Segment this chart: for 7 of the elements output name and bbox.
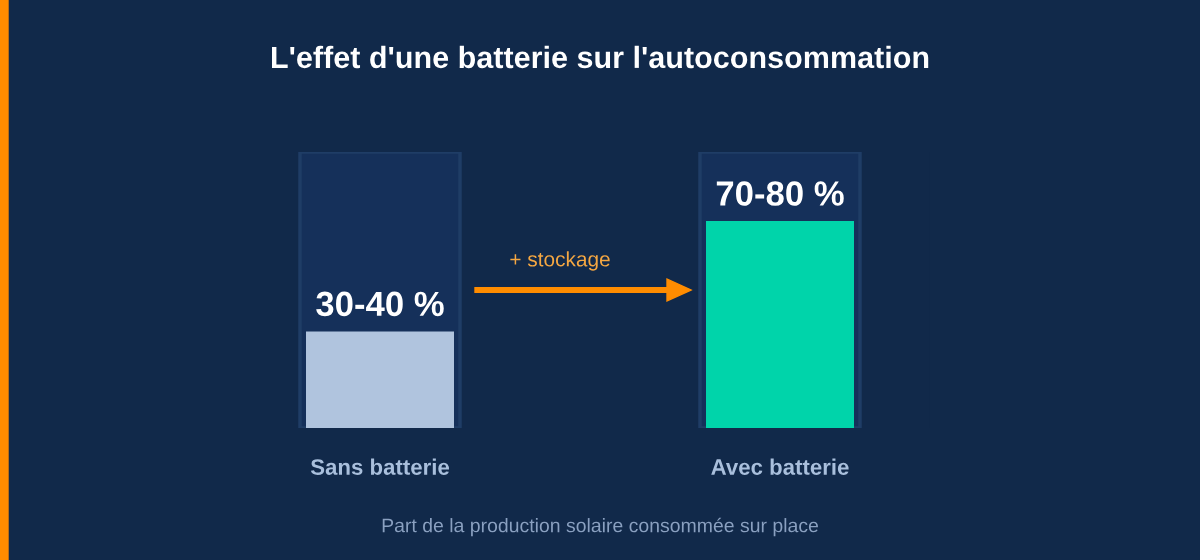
annotation: 30-40 % [316,291,444,317]
annotation: + stockage [510,251,610,271]
x-tick-label: Avec batterie [711,458,849,475]
chart-title: L'effet d'une batterie sur l'autoconsommation [272,45,929,69]
text: Part de la production solaire consommée sur place [382,517,819,537]
annotation: 70-80 % [716,181,844,206]
x-tick-label: Sans batterie [310,458,450,475]
